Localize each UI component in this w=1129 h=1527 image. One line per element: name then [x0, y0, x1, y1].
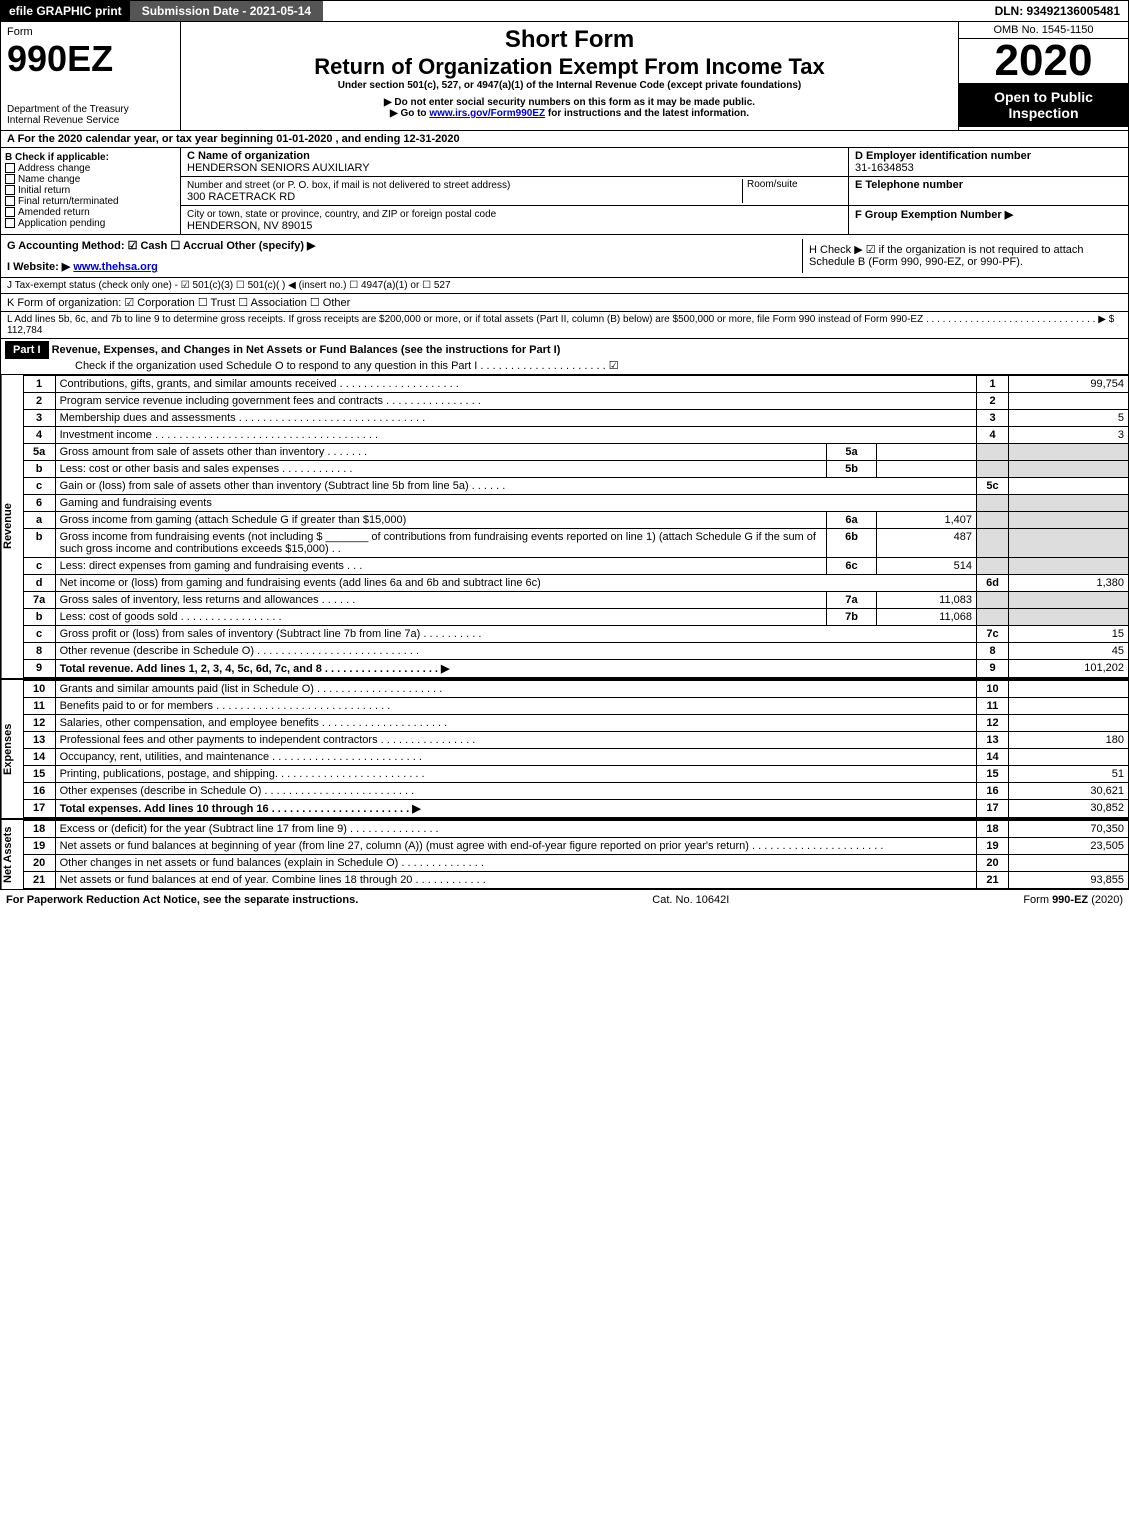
submission-date: Submission Date - 2021-05-14	[130, 1, 323, 21]
part-1-check: Check if the organization used Schedule …	[5, 360, 619, 372]
line-b: bGross income from fundraising events (n…	[23, 529, 1128, 558]
goto-line: ▶ Go to www.irs.gov/Form990EZ for instru…	[185, 108, 954, 119]
irs-link[interactable]: www.irs.gov/Form990EZ	[429, 108, 545, 119]
checkbox-name-change[interactable]: Name change	[5, 174, 176, 185]
part-1-title: Revenue, Expenses, and Changes in Net As…	[52, 344, 561, 356]
entity-block: B Check if applicable: Address changeNam…	[0, 148, 1129, 235]
dept-treasury: Department of the Treasury	[7, 104, 174, 115]
org-name: HENDERSON SENIORS AUXILIARY	[187, 162, 370, 174]
dept-irs: Internal Revenue Service	[7, 115, 174, 126]
form-label: Form	[7, 26, 174, 38]
checkbox-initial-return[interactable]: Initial return	[5, 185, 176, 196]
line-21: 21Net assets or fund balances at end of …	[23, 872, 1128, 889]
box-c: C Name of organization HENDERSON SENIORS…	[181, 148, 848, 234]
line-a: aGross income from gaming (attach Schedu…	[23, 512, 1128, 529]
line-8: 8Other revenue (describe in Schedule O) …	[23, 643, 1128, 660]
tax-year: 2020	[959, 39, 1128, 83]
page-footer: For Paperwork Reduction Act Notice, see …	[0, 889, 1129, 910]
top-bar: efile GRAPHIC print Submission Date - 20…	[0, 0, 1129, 22]
line-17: 17Total expenses. Add lines 10 through 1…	[23, 800, 1128, 818]
section-net-assets: Net Assets	[1, 820, 23, 889]
checkbox-application-pending[interactable]: Application pending	[5, 218, 176, 229]
box-c-label: C Name of organization	[187, 150, 310, 162]
line-i: I Website: ▶ www.thehsa.org	[7, 260, 802, 273]
efile-print-button[interactable]: efile GRAPHIC print	[1, 1, 130, 21]
title-return: Return of Organization Exempt From Incom…	[185, 54, 954, 80]
box-d-label: D Employer identification number	[855, 150, 1031, 162]
subtitle-under: Under section 501(c), 527, or 4947(a)(1)…	[185, 80, 954, 91]
title-short-form: Short Form	[185, 26, 954, 54]
line-5a: 5aGross amount from sale of assets other…	[23, 444, 1128, 461]
line-1: 1Contributions, gifts, grants, and simil…	[23, 376, 1128, 393]
line-10: 10Grants and similar amounts paid (list …	[23, 681, 1128, 698]
section-expenses: Expenses	[1, 680, 23, 818]
box-b: B Check if applicable: Address changeNam…	[1, 148, 181, 234]
line-b: bLess: cost or other basis and sales exp…	[23, 461, 1128, 478]
city-state-zip: HENDERSON, NV 89015	[187, 220, 312, 232]
net-assets-table: 18Excess or (deficit) for the year (Subt…	[23, 820, 1129, 889]
form-code: 990EZ	[7, 38, 174, 80]
line-a-tax-year: A For the 2020 calendar year, or tax yea…	[0, 131, 1129, 148]
line-19: 19Net assets or fund balances at beginni…	[23, 838, 1128, 855]
ein: 31-1634853	[855, 162, 914, 174]
room-suite-label: Room/suite	[742, 179, 842, 203]
line-4: 4Investment income . . . . . . . . . . .…	[23, 427, 1128, 444]
part-1-header: Part I Revenue, Expenses, and Changes in…	[0, 339, 1129, 375]
line-16: 16Other expenses (describe in Schedule O…	[23, 783, 1128, 800]
box-e-label: E Telephone number	[855, 179, 963, 191]
line-6: 6Gaming and fundraising events	[23, 495, 1128, 512]
line-9: 9Total revenue. Add lines 1, 2, 3, 4, 5c…	[23, 660, 1128, 678]
line-j: J Tax-exempt status (check only one) - ☑…	[0, 278, 1129, 294]
addr-label: Number and street (or P. O. box, if mail…	[187, 180, 510, 191]
footer-cat: Cat. No. 10642I	[652, 894, 729, 906]
line-11: 11Benefits paid to or for members . . . …	[23, 698, 1128, 715]
line-c: cLess: direct expenses from gaming and f…	[23, 558, 1128, 575]
line-b: bLess: cost of goods sold . . . . . . . …	[23, 609, 1128, 626]
box-b-title: B Check if applicable:	[5, 152, 176, 163]
line-l: L Add lines 5b, 6c, and 7b to line 9 to …	[0, 312, 1129, 339]
line-20: 20Other changes in net assets or fund ba…	[23, 855, 1128, 872]
dln: DLN: 93492136005481	[987, 1, 1128, 21]
line-g: G Accounting Method: ☑ Cash ☐ Accrual Ot…	[7, 239, 802, 252]
line-12: 12Salaries, other compensation, and empl…	[23, 715, 1128, 732]
line-15: 15Printing, publications, postage, and s…	[23, 766, 1128, 783]
street-address: 300 RACETRACK RD	[187, 191, 295, 203]
section-revenue: Revenue	[1, 375, 23, 678]
line-h: H Check ▶ ☑ if the organization is not r…	[802, 239, 1122, 273]
line-k: K Form of organization: ☑ Corporation ☐ …	[0, 294, 1129, 312]
line-c: cGross profit or (loss) from sales of in…	[23, 626, 1128, 643]
line-c: cGain or (loss) from sale of assets othe…	[23, 478, 1128, 495]
part-1-badge: Part I	[5, 341, 49, 359]
box-d-e-f: D Employer identification number 31-1634…	[848, 148, 1128, 234]
line-3: 3Membership dues and assessments . . . .…	[23, 410, 1128, 427]
line-14: 14Occupancy, rent, utilities, and mainte…	[23, 749, 1128, 766]
line-7a: 7aGross sales of inventory, less returns…	[23, 592, 1128, 609]
line-g-h: G Accounting Method: ☑ Cash ☐ Accrual Ot…	[0, 235, 1129, 278]
line-d: dNet income or (loss) from gaming and fu…	[23, 575, 1128, 592]
form-header: Form 990EZ Department of the Treasury In…	[0, 22, 1129, 131]
footer-right: Form 990-EZ (2020)	[1023, 894, 1123, 906]
revenue-table: 1Contributions, gifts, grants, and simil…	[23, 375, 1129, 678]
line-18: 18Excess or (deficit) for the year (Subt…	[23, 821, 1128, 838]
checkbox-address-change[interactable]: Address change	[5, 163, 176, 174]
checkbox-final-return-terminated[interactable]: Final return/terminated	[5, 196, 176, 207]
ssn-warning: ▶ Do not enter social security numbers o…	[185, 97, 954, 108]
open-to-public: Open to Public Inspection	[959, 83, 1128, 127]
checkbox-amended-return[interactable]: Amended return	[5, 207, 176, 218]
website-link[interactable]: www.thehsa.org	[73, 261, 158, 273]
footer-left: For Paperwork Reduction Act Notice, see …	[6, 894, 358, 906]
box-f-label: F Group Exemption Number ▶	[855, 209, 1013, 221]
line-2: 2Program service revenue including gover…	[23, 393, 1128, 410]
line-13: 13Professional fees and other payments t…	[23, 732, 1128, 749]
expenses-table: 10Grants and similar amounts paid (list …	[23, 680, 1129, 818]
city-label: City or town, state or province, country…	[187, 209, 496, 220]
